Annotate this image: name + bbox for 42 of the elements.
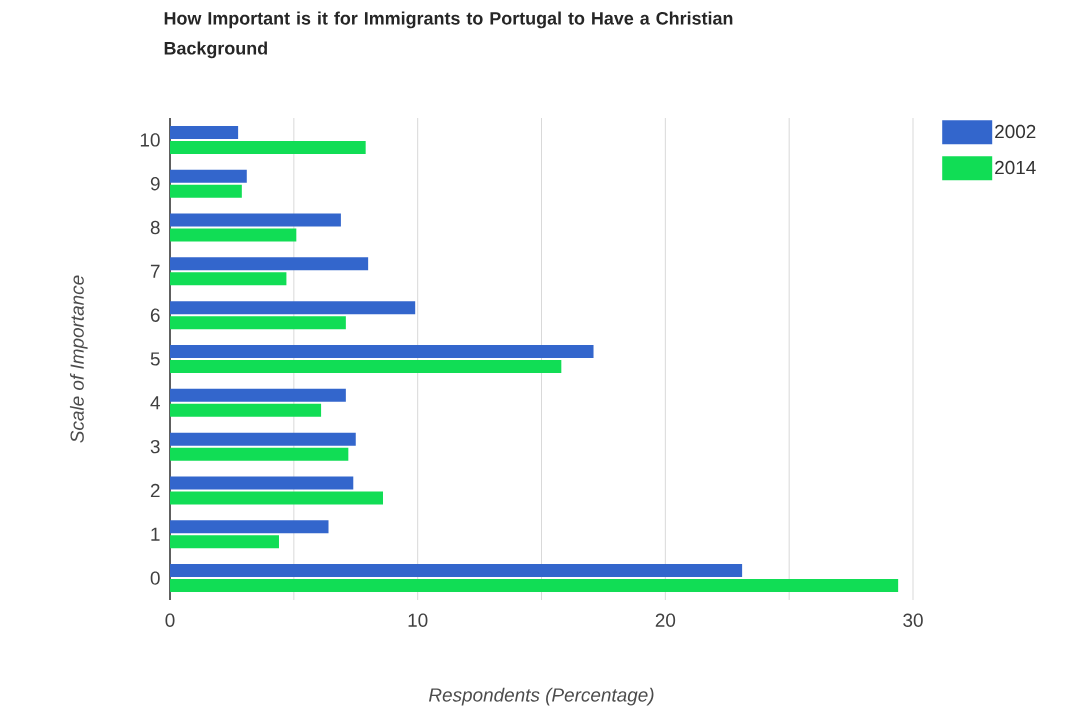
chart-title: How Important is it for Immigrants to Portugal to Have a Christian Background — [164, 11, 733, 59]
y-tick-label: 7 — [150, 264, 160, 278]
bar — [170, 169, 247, 183]
y-tick-label: 6 — [150, 308, 160, 322]
y-tick-label: 8 — [150, 220, 160, 235]
bar — [170, 344, 594, 358]
y-tick-label: 9 — [150, 177, 160, 191]
y-tick-label: 4 — [150, 396, 160, 410]
legend-label: 2014 — [995, 160, 1036, 175]
bar — [170, 228, 297, 242]
legend-label: 2002 — [995, 124, 1036, 139]
y-axis-title: Scale of Importance — [69, 275, 88, 443]
bar — [170, 213, 341, 227]
y-tick-label: 3 — [150, 439, 160, 454]
y-tick-label: 5 — [150, 352, 160, 366]
y-tick-label: 1 — [151, 527, 160, 541]
bar — [170, 579, 899, 593]
bar — [170, 432, 356, 446]
x-axis-title: Respondents (Percentage) — [428, 687, 654, 706]
bar — [170, 403, 322, 417]
bar — [170, 520, 329, 534]
bar — [170, 447, 349, 461]
bar — [170, 272, 287, 286]
bar — [170, 535, 279, 549]
bar — [170, 388, 346, 402]
x-tick-label: 10 — [408, 613, 428, 627]
bar — [170, 125, 239, 139]
x-tick-label: 20 — [655, 613, 676, 627]
bar — [170, 301, 416, 315]
bar — [170, 359, 562, 373]
y-tick-label: 0 — [150, 571, 160, 585]
bar — [170, 491, 383, 505]
bar — [170, 140, 366, 154]
bar — [170, 564, 743, 578]
bar — [170, 476, 354, 490]
y-tick-label: 2 — [150, 483, 160, 498]
x-tick-label: 30 — [903, 613, 923, 627]
y-tick-label: 10 — [140, 133, 160, 147]
bar — [170, 257, 369, 271]
bar — [170, 184, 242, 198]
bar — [170, 316, 346, 330]
x-tick-label: 0 — [165, 613, 175, 627]
